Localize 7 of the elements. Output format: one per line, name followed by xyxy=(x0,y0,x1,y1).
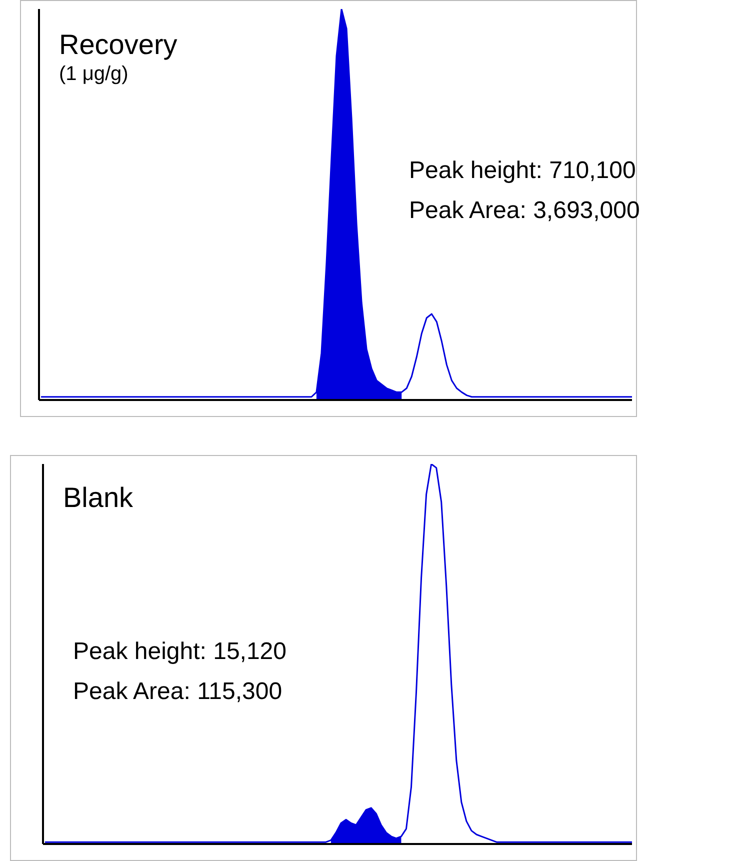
annotation: Peak Area: 3,693,000 xyxy=(409,196,640,226)
annotation: Peak Area: 115,300 xyxy=(73,677,284,707)
text: Blank xyxy=(63,482,134,514)
annotation: Peak height: 710,100 xyxy=(409,156,637,186)
annotation: Peak height: 15,120 xyxy=(73,637,287,667)
text: Recovery xyxy=(59,29,178,61)
text: (1 μg/g) xyxy=(59,63,130,86)
